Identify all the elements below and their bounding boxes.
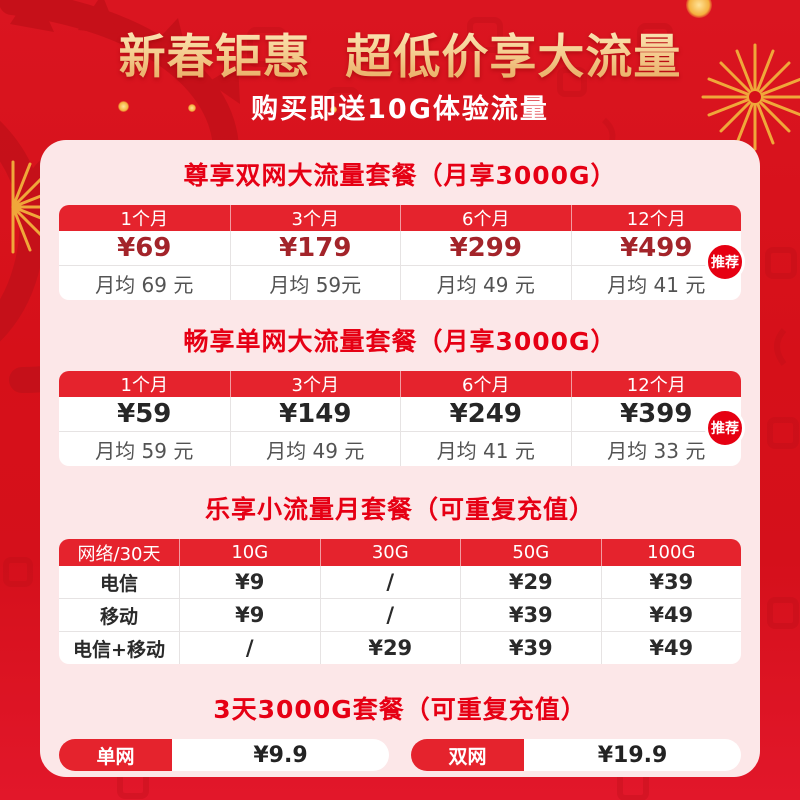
monthly-average-row: 月均 59 元 月均 49 元 月均 41 元 月均 33 元: [59, 432, 741, 466]
plan-price: ¥49: [600, 599, 742, 631]
monthly-average: 月均 49 元: [400, 266, 571, 300]
monthly-average: 月均 33 元: [570, 432, 742, 466]
column-header: 6个月: [400, 205, 571, 231]
table-row: 电信 ¥9 / ¥29 ¥39: [59, 566, 741, 598]
pill-row: 单网 ¥9.9 双网 ¥19.9: [59, 739, 741, 771]
section-title-single-network: 畅享单网大流量套餐（月享3000G）: [183, 327, 617, 356]
plan-price: ¥39: [460, 632, 601, 664]
section-title-small-data: 乐享小流量月套餐（可重复充值）: [204, 495, 595, 524]
column-header: 50G: [460, 539, 601, 566]
plan-table-dual-network: 1个月 3个月 6个月 12个月 ¥69 ¥179 ¥299 ¥499 月均 6…: [59, 205, 745, 300]
plan-price: ¥39: [460, 599, 601, 631]
column-header: 100G: [600, 539, 742, 566]
monthly-average: 月均 59 元: [95, 438, 194, 463]
plan-price: ¥9: [179, 566, 320, 598]
pill-label: 双网: [411, 739, 524, 771]
plan-price: ¥299: [400, 231, 571, 265]
plan-price: /: [319, 566, 461, 598]
plan-price: /: [179, 632, 320, 664]
plan-price: ¥499: [570, 231, 742, 265]
plan-table-single-network: 1个月 3个月 6个月 12个月 ¥59 ¥149 ¥249 ¥399 月均 5…: [59, 371, 745, 466]
recommend-badge: 推荐: [705, 408, 745, 448]
column-header: 3个月: [229, 371, 401, 397]
monthly-average: 月均 69 元: [95, 272, 194, 297]
pricing-card: 尊享双网大流量套餐（月享3000G） 1个月 3个月 6个月 12个月 ¥69 …: [40, 140, 760, 777]
section-title-dual-network: 尊享双网大流量套餐（月享3000G）: [183, 161, 617, 190]
pill-price: ¥19.9: [597, 742, 668, 768]
table-header-row: 1个月 3个月 6个月 12个月: [59, 205, 741, 231]
recommend-badge: 推荐: [705, 242, 745, 282]
monthly-average: 月均 49 元: [229, 432, 401, 466]
section-title-3day-plan: 3天3000G套餐（可重复充值）: [213, 695, 587, 724]
pill-price: ¥9.9: [253, 742, 308, 768]
sparkle-dot: [686, 0, 712, 18]
network-label: 电信+移动: [73, 638, 165, 661]
price-row: ¥59 ¥149 ¥249 ¥399: [59, 397, 741, 432]
plan-price: ¥59: [117, 399, 172, 429]
plan-price: ¥29: [460, 566, 601, 598]
plan-price: ¥69: [117, 233, 172, 263]
plan-price: ¥399: [570, 397, 742, 431]
network-label: 移动: [99, 605, 138, 628]
banner-subtitle: 购买即送10G体验流量: [251, 94, 549, 125]
sparkle-dot: [188, 104, 196, 112]
sparkle-dot: [118, 101, 129, 112]
sparkle-dot: [330, 106, 337, 113]
column-header: 3个月: [229, 205, 401, 231]
table-row: 移动 ¥9 / ¥39 ¥49: [59, 598, 741, 631]
table-header-row: 网络/30天 10G 30G 50G 100G: [59, 539, 741, 566]
monthly-average: 月均 41 元: [400, 432, 571, 466]
plan-price: ¥49: [600, 632, 742, 664]
column-header: 1个月: [120, 209, 168, 230]
column-header: 网络/30天: [77, 543, 161, 565]
plan-table-small-data: 网络/30天 10G 30G 50G 100G 电信 ¥9 / ¥29 ¥39 …: [59, 539, 741, 664]
monthly-average: 月均 59元: [229, 266, 401, 300]
plan-price: ¥29: [319, 632, 461, 664]
plan-price: /: [319, 599, 461, 631]
column-header: 10G: [179, 539, 320, 566]
pill-label: 单网: [59, 739, 172, 771]
column-header: 1个月: [120, 375, 168, 396]
column-header: 6个月: [400, 371, 571, 397]
table-header-row: 1个月 3个月 6个月 12个月: [59, 371, 741, 397]
plan-price: ¥249: [400, 397, 571, 431]
column-header: 12个月: [570, 205, 742, 231]
plan-pill-single-network: 单网 ¥9.9: [59, 739, 389, 771]
monthly-average-row: 月均 69 元 月均 59元 月均 49 元 月均 41 元: [59, 266, 741, 300]
network-label: 电信: [99, 572, 138, 595]
banner-title: 新春钜惠 超低价享大流量: [0, 18, 800, 87]
plan-price: ¥9: [179, 599, 320, 631]
monthly-average: 月均 41 元: [570, 266, 742, 300]
plan-price: ¥149: [229, 397, 401, 431]
price-row: ¥69 ¥179 ¥299 ¥499: [59, 231, 741, 266]
plan-price: ¥39: [600, 566, 742, 598]
plan-price: ¥179: [229, 231, 401, 265]
plan-pill-dual-network: 双网 ¥19.9: [411, 739, 741, 771]
column-header: 12个月: [570, 371, 742, 397]
table-row: 电信+移动 / ¥29 ¥39 ¥49: [59, 631, 741, 664]
column-header: 30G: [319, 539, 461, 566]
